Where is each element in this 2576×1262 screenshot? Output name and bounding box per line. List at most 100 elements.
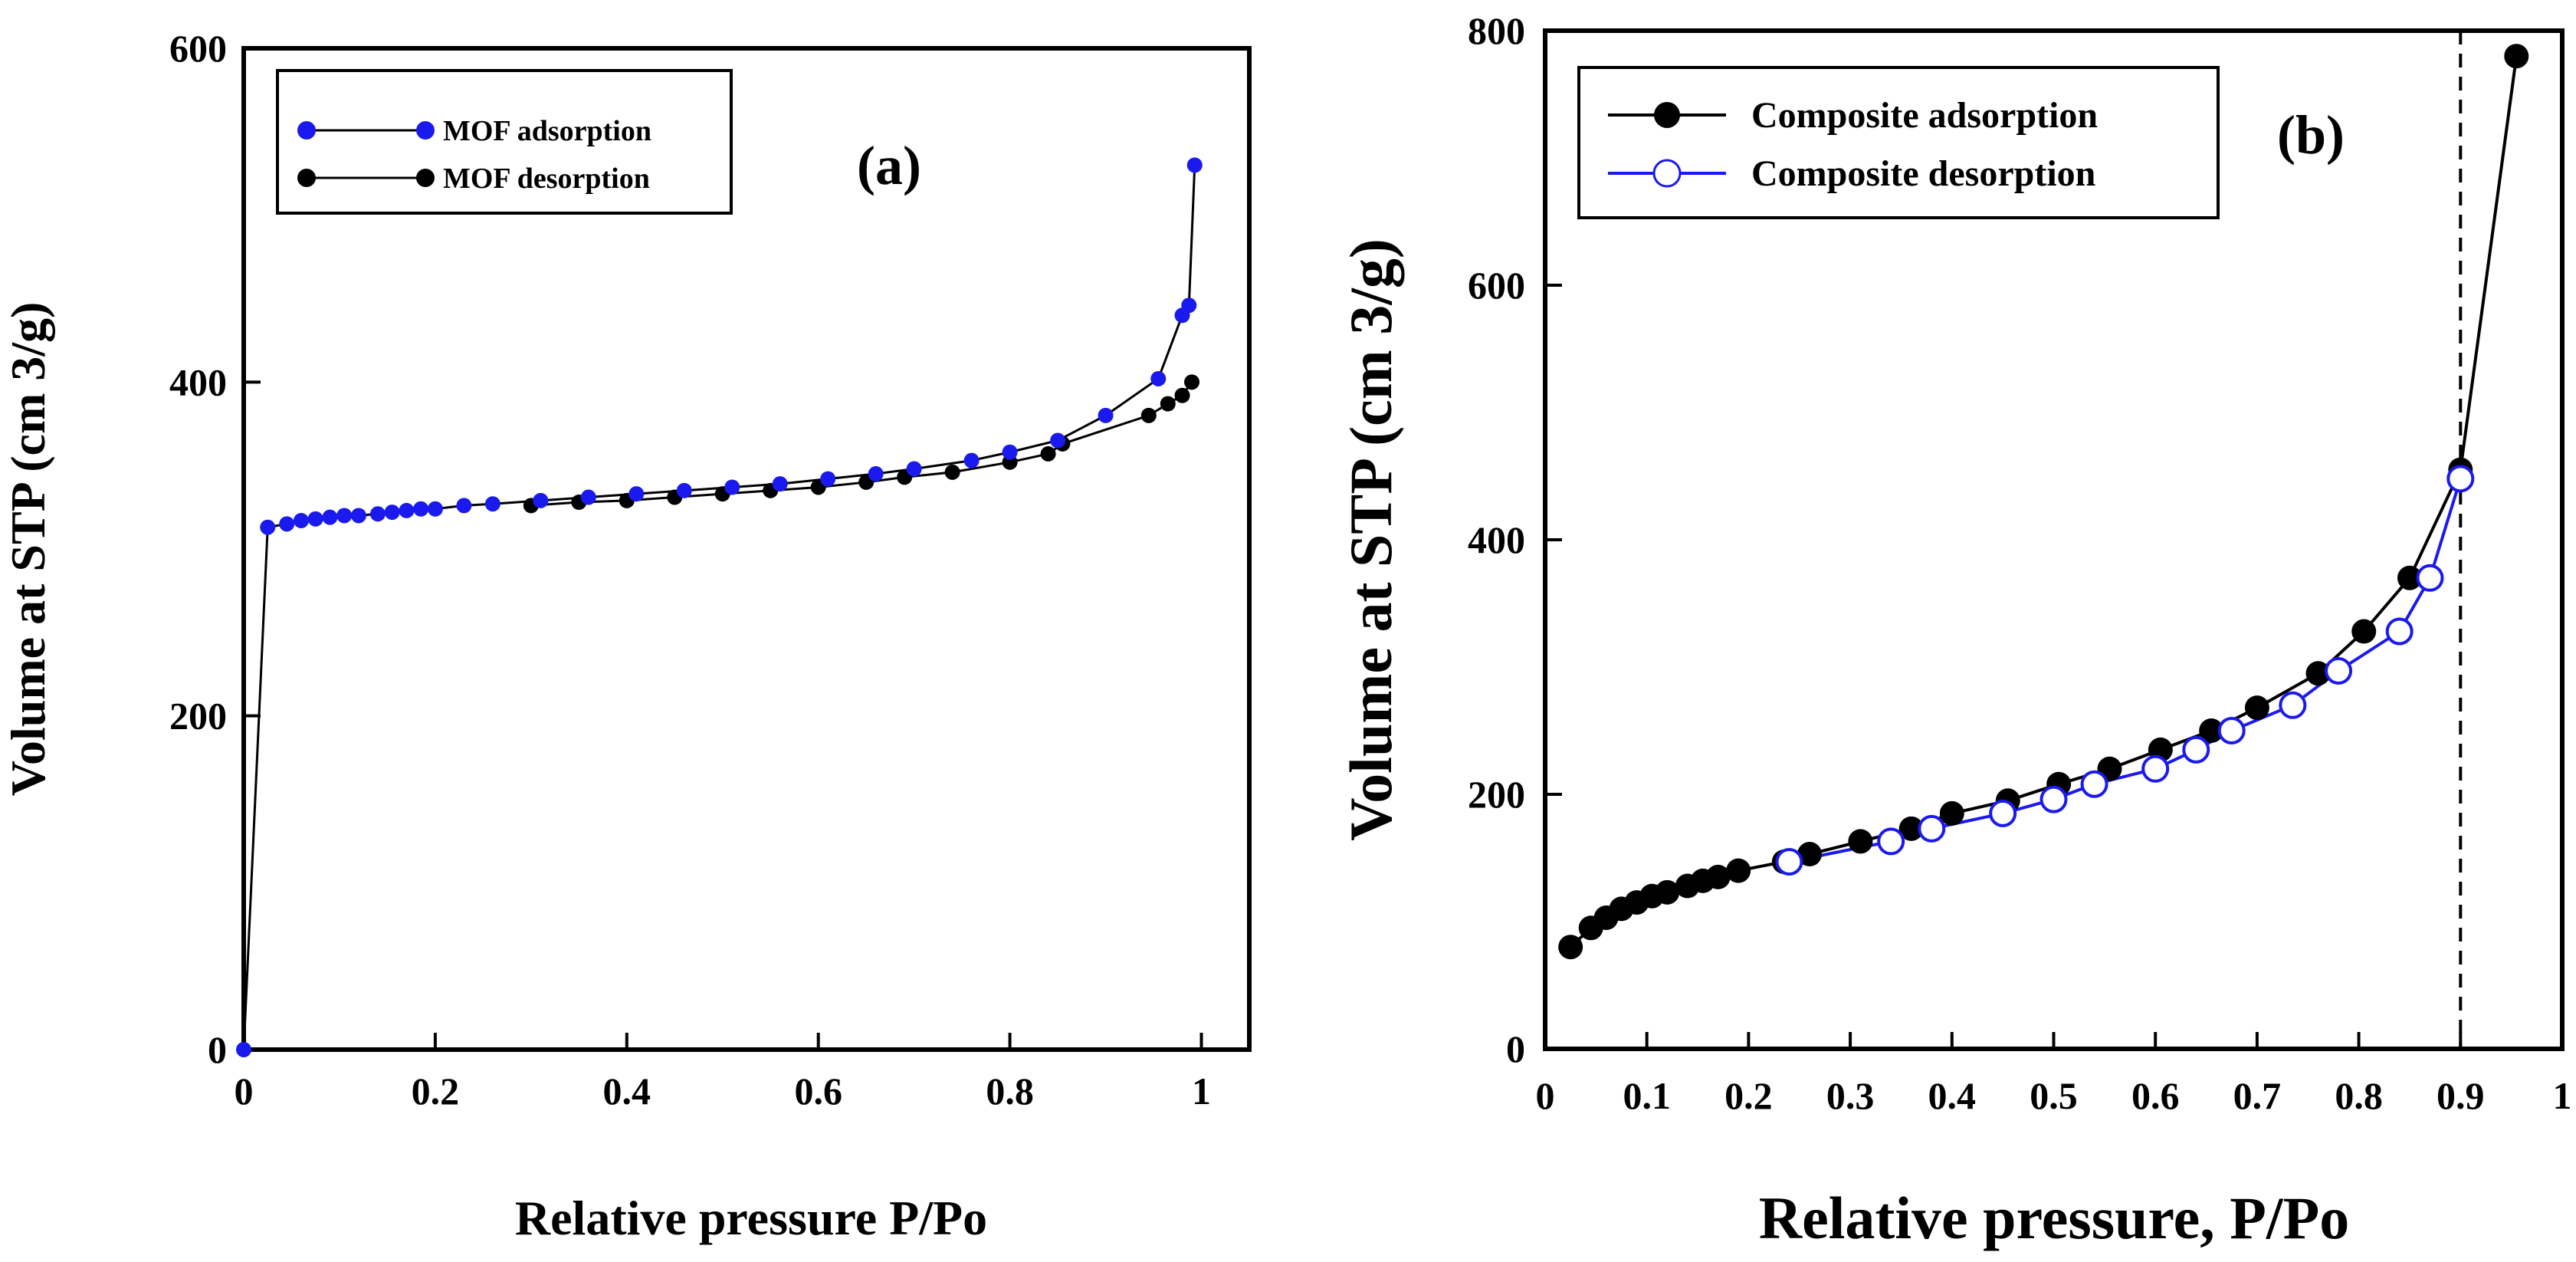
panel-label-b: (b) <box>2277 104 2345 166</box>
y-axis-label-b: Volume at STP (cm 3/g) <box>1337 238 1404 841</box>
x-tick-label-a: 0 <box>235 1070 254 1112</box>
data-point-mof-adsorption <box>1002 444 1018 460</box>
data-point-mof-adsorption <box>336 508 353 524</box>
legend-marker-mof-adsorption <box>297 121 316 140</box>
plot-frame-a <box>241 46 1252 1052</box>
data-point-mof-adsorption <box>820 471 836 487</box>
chart-panel-b: 0 0.1 0.2 0.3 0.4 0.5 0.6 0.7 0.8 0.9 1 0 200 400 600 8… <box>1337 9 2572 1251</box>
x-tick-label-b: 0.6 <box>2131 1074 2180 1117</box>
x-tick-label-a: 0.8 <box>986 1070 1034 1112</box>
data-point-composite-adsorption <box>1797 842 1823 867</box>
data-point-mof-adsorption <box>580 489 596 505</box>
chart-panel-a: 0 0.2 0.4 0.6 0.8 1 0 200 400 600 (a) Relative pr… <box>1 27 1252 1245</box>
data-point-mof-adsorption <box>456 498 472 514</box>
x-tick-label-b: 0.5 <box>2030 1074 2078 1117</box>
data-point-composite-desorption <box>2416 564 2444 592</box>
x-axis-label-b: Relative pressure, P/Po <box>1759 1185 2349 1251</box>
data-point-mof-adsorption <box>533 492 549 508</box>
data-point-composite-adsorption <box>1898 816 1924 841</box>
data-point-mof-adsorption <box>293 512 309 528</box>
data-point-composite-adsorption <box>2397 565 2422 590</box>
legend-b: Composite adsorption Composite desorptio… <box>1577 66 2220 219</box>
data-point-composite-desorption <box>2217 717 2246 744</box>
x-tick-label-b: 0.3 <box>1826 1074 1875 1117</box>
y-tick-label-b: 600 <box>1468 264 1525 307</box>
data-point-composite-desorption <box>2385 617 2414 646</box>
panel-label-a: (a) <box>857 135 921 196</box>
x-tick-label-a: 0.4 <box>603 1070 651 1112</box>
legend-label-composite-adsorption: Composite adsorption <box>1751 95 2098 136</box>
x-tick-label-b: 0.8 <box>2335 1074 2383 1117</box>
y-axis-label-a: Volume at STP (cm 3/g) <box>1 302 55 797</box>
y-tick-label-a: 600 <box>169 27 227 70</box>
data-point-mof-adsorption <box>413 501 429 517</box>
data-point-composite-desorption <box>2446 465 2475 493</box>
legend-marker-composite-desorption <box>1652 159 1682 188</box>
series-line-composite-desorption <box>1789 478 2463 863</box>
data-point-mof-adsorption <box>1098 407 1114 423</box>
data-point-mof-adsorption <box>260 519 276 535</box>
data-point-composite-desorption <box>1775 847 1803 876</box>
legend-box-a <box>276 69 733 215</box>
data-point-composite-desorption <box>1877 827 1905 856</box>
data-point-composite-adsorption <box>2351 619 2377 644</box>
x-axis-label-a: Relative pressure P/Po <box>515 1191 987 1245</box>
x-tick-label-b: 0.7 <box>2233 1074 2282 1117</box>
legend-label-composite-desorption: Composite desorption <box>1751 153 2095 194</box>
data-point-composite-desorption <box>2039 785 2068 813</box>
data-point-mof-adsorption <box>427 501 443 517</box>
data-point-mof-adsorption <box>236 1042 251 1057</box>
data-point-mof-desorption <box>1160 396 1176 412</box>
legend-a: MOF adsorption MOF desorption <box>276 69 733 215</box>
data-point-composite-adsorption <box>1848 829 1873 854</box>
legend-marker-mof-desorption-2 <box>416 169 435 187</box>
x-tick-label-a: 0.2 <box>412 1070 460 1112</box>
legend-label-mof-desorption: MOF desorption <box>443 163 650 195</box>
data-point-mof-adsorption <box>772 476 788 492</box>
data-point-mof-adsorption <box>350 508 366 524</box>
data-point-composite-desorption <box>1918 814 1946 843</box>
data-point-composite-adsorption <box>1558 935 1583 960</box>
data-point-composite-adsorption <box>2244 695 2269 721</box>
x-tick-label-a: 0.6 <box>794 1070 842 1112</box>
data-point-mof-adsorption <box>369 506 386 522</box>
data-point-mof-adsorption <box>906 461 922 477</box>
data-point-mof-adsorption <box>1181 297 1197 314</box>
data-point-mof-adsorption <box>307 511 323 527</box>
data-point-composite-adsorption <box>1726 858 1751 883</box>
data-point-mof-adsorption <box>628 486 645 502</box>
data-point-mof-desorption <box>1184 374 1200 390</box>
data-point-composite-desorption <box>2279 691 2307 719</box>
data-point-mof-adsorption <box>1150 370 1167 386</box>
data-point-mof-adsorption <box>384 504 400 521</box>
data-point-mof-adsorption <box>279 516 295 532</box>
data-point-composite-adsorption <box>2504 44 2529 69</box>
data-point-composite-desorption <box>2141 754 2170 783</box>
data-point-mof-adsorption <box>484 496 500 512</box>
y-tick-label-b: 800 <box>1468 9 1525 52</box>
y-tick-label-a: 0 <box>208 1028 227 1071</box>
legend-box-b <box>1577 66 2220 219</box>
data-point-composite-adsorption <box>2305 661 2331 686</box>
data-point-mof-desorption <box>1140 407 1157 423</box>
data-point-mof-adsorption <box>724 479 740 495</box>
data-point-mof-desorption <box>1174 387 1190 403</box>
x-tick-label-b: 0.9 <box>2437 1074 2485 1117</box>
data-point-mof-adsorption <box>1186 157 1203 173</box>
legend-marker-mof-desorption <box>297 169 316 187</box>
data-point-composite-desorption <box>1989 799 2017 827</box>
data-point-mof-adsorption <box>676 482 692 498</box>
data-point-composite-desorption <box>2325 656 2353 685</box>
data-point-mof-adsorption <box>1050 432 1066 449</box>
x-tick-label-b: 0.1 <box>1623 1074 1671 1117</box>
data-point-composite-adsorption <box>2199 718 2224 743</box>
x-tick-label-b: 0.4 <box>1928 1074 1977 1117</box>
x-tick-label-a: 1 <box>1192 1070 1211 1112</box>
data-point-mof-adsorption <box>963 452 980 468</box>
data-point-mof-adsorption <box>322 509 338 525</box>
data-point-composite-adsorption <box>1939 800 1964 826</box>
data-point-composite-adsorption <box>1705 864 1731 889</box>
legend-marker-mof-adsorption-2 <box>416 121 435 140</box>
x-tick-label-b: 0.2 <box>1724 1074 1773 1117</box>
